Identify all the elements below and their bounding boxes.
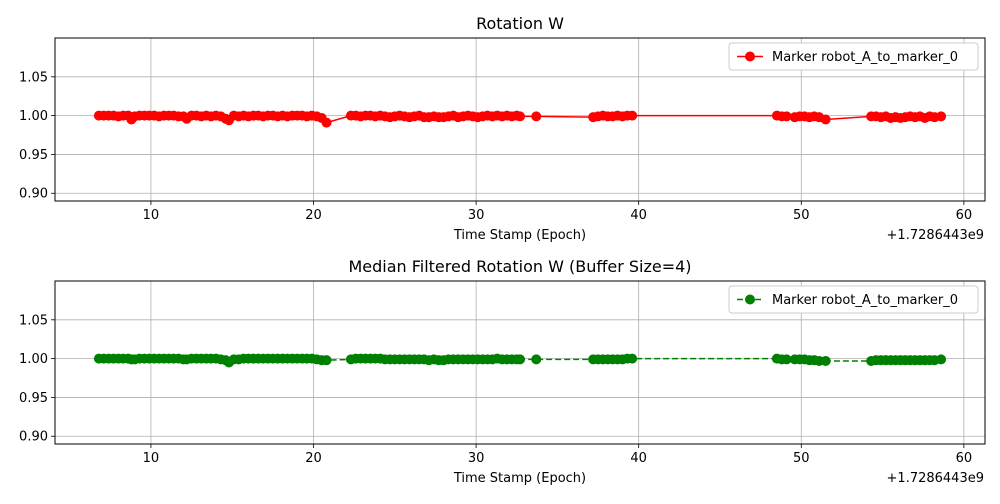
y-tick-label: 0.90 [19,430,48,445]
y-tick-label: 1.00 [19,109,48,124]
data-point [515,111,525,122]
plot-area [54,37,986,202]
data-point [627,353,638,364]
x-tick-label: 50 [793,451,810,466]
x-axis-label: Time Stamp (Epoch) [453,228,586,243]
y-tick-label: 0.95 [19,391,48,406]
x-axis-offset-label: +1.7286443e9 [887,228,984,243]
legend: Marker robot_A_to_marker_0 [728,285,979,314]
data-point [820,114,831,125]
x-tick-label: 60 [956,451,973,466]
y-tick-label: 1.05 [19,70,48,85]
x-tick-label: 10 [143,451,160,466]
legend-label: Marker robot_A_to_marker_0 [772,293,958,308]
x-tick-label: 20 [305,451,322,466]
legend-box [728,285,979,314]
data-point [531,111,542,122]
legend-box [728,42,979,71]
x-tick-label: 20 [305,208,322,223]
chart-title: Rotation W [476,14,564,33]
y-tick-label: 0.90 [19,187,48,202]
data-point [781,354,792,365]
data-point [321,355,332,366]
legend-label: Marker robot_A_to_marker_0 [772,50,958,65]
data-point [936,354,947,365]
data-point [781,111,792,122]
data-point [321,117,332,128]
y-axis: 0.90 0.95 1.00 1.05 [19,313,55,445]
legend-marker [745,294,755,305]
data-point [515,354,525,365]
chart-median-filtered-rotation-w: Median Filtered Rotation W (Buffer Size=… [19,257,986,486]
y-tick-label: 0.95 [19,148,48,163]
legend: Marker robot_A_to_marker_0 [728,42,979,71]
x-axis: 10 20 30 40 50 60 [143,201,972,223]
x-axis-label: Time Stamp (Epoch) [453,471,586,486]
series-points [93,110,947,128]
x-tick-label: 40 [630,451,647,466]
x-tick-label: 30 [468,208,485,223]
legend-marker [745,51,755,62]
data-point [936,111,947,122]
x-tick-label: 50 [793,208,810,223]
plot-area [54,280,986,445]
chart-title: Median Filtered Rotation W (Buffer Size=… [348,257,691,276]
x-tick-label: 40 [630,208,647,223]
y-tick-label: 1.00 [19,352,48,367]
data-point [820,355,831,366]
x-axis-offset-label: +1.7286443e9 [887,471,984,486]
x-axis: 10 20 30 40 50 60 [143,444,972,466]
y-tick-label: 1.05 [19,313,48,328]
data-point [627,110,638,121]
x-tick-label: 30 [468,451,485,466]
chart-rotation-w: Rotation W 10 20 30 40 50 60 0.90 0.95 1.00 1.05… [19,14,986,243]
series-points [93,353,947,368]
y-axis: 0.90 0.95 1.00 1.05 [19,70,55,202]
x-tick-label: 60 [956,208,973,223]
x-tick-label: 10 [143,208,160,223]
data-point [531,354,542,365]
